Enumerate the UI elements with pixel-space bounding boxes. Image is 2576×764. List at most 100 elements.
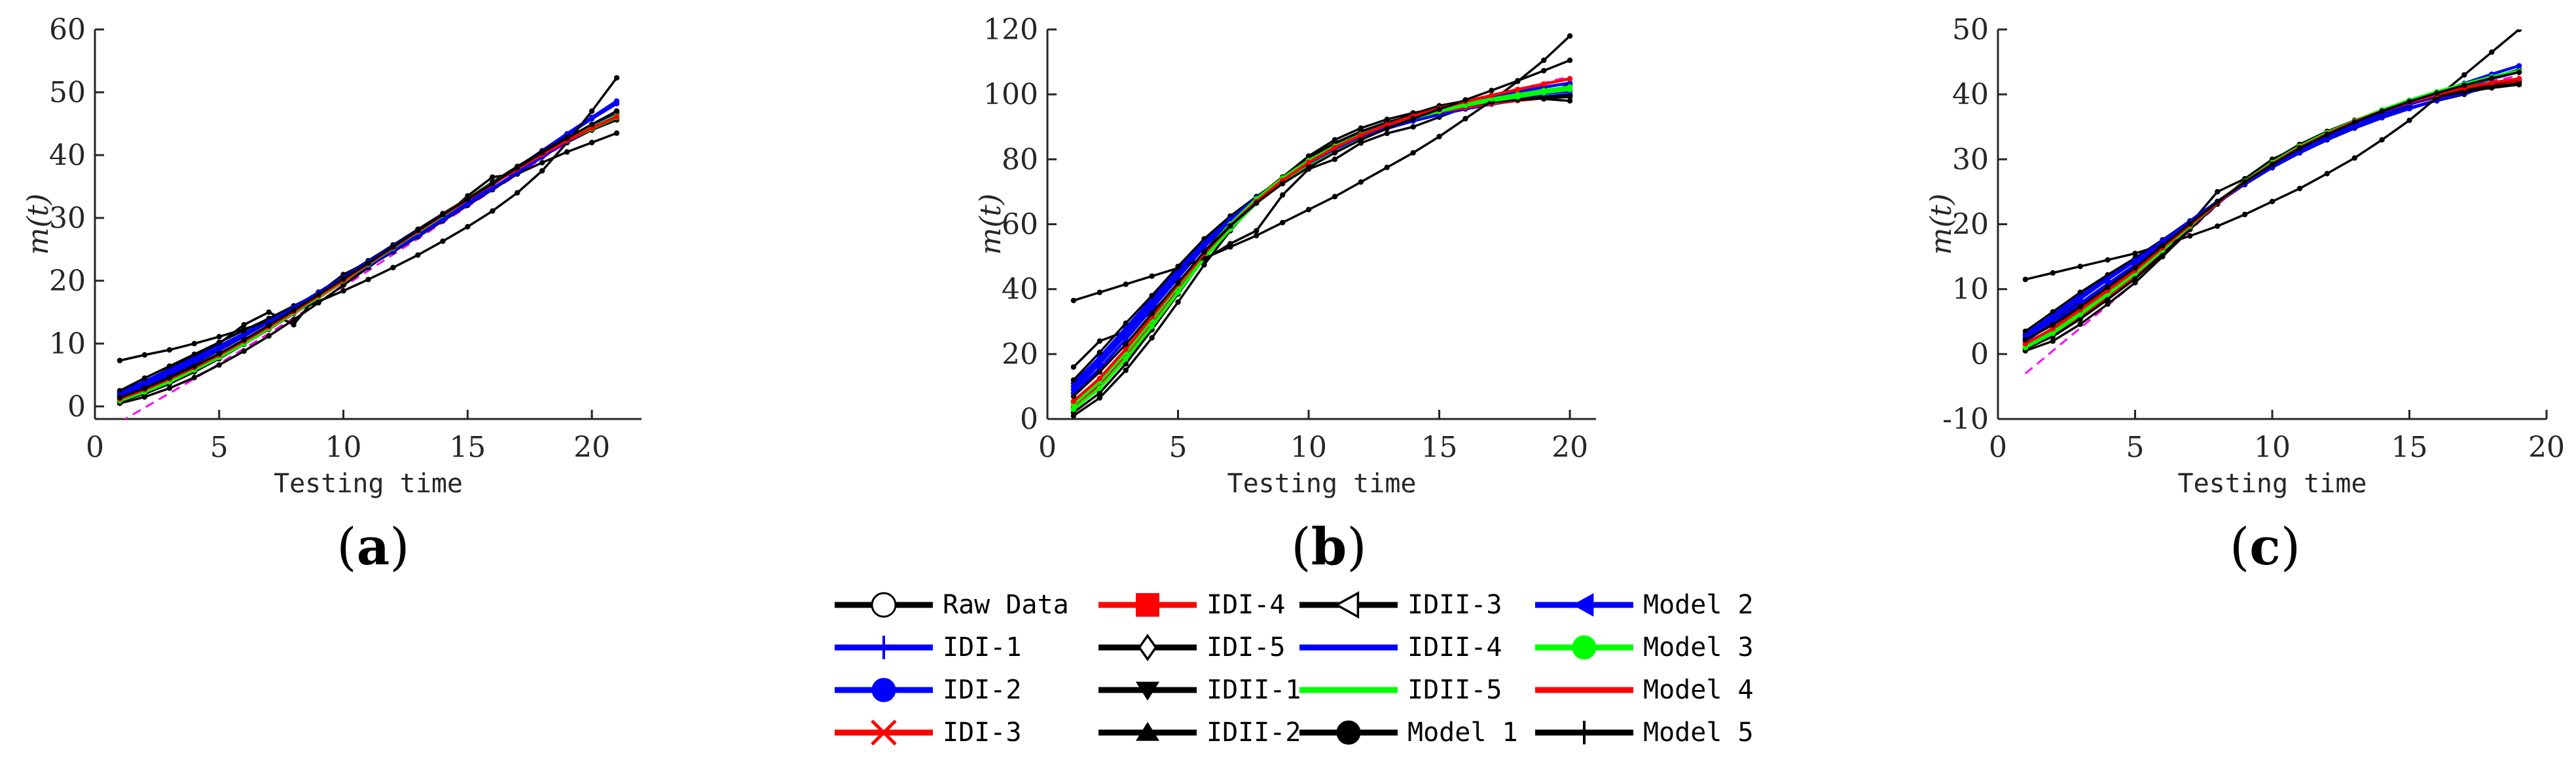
x-axis-label: Testing time xyxy=(1227,469,1417,499)
data-point xyxy=(1332,150,1338,156)
data-point xyxy=(515,190,520,196)
data-point xyxy=(2324,170,2330,177)
data-point xyxy=(241,321,247,328)
series-dashed-fit xyxy=(1072,75,1570,407)
legend-item-idi-1: IDI-1 xyxy=(835,632,1021,663)
data-point xyxy=(1149,306,1155,312)
data-point xyxy=(1567,33,1573,39)
data-point xyxy=(1489,88,1495,94)
data-point xyxy=(1097,390,1103,396)
y-tick-label: 0 xyxy=(1020,403,1038,436)
legend-item-idii-4: IDII-4 xyxy=(1299,632,1502,663)
data-point xyxy=(191,357,198,363)
x-tick-label: 15 xyxy=(2391,431,2428,464)
data-point xyxy=(241,326,247,332)
legend-label: Model 5 xyxy=(1643,718,1754,748)
series-model-1 xyxy=(117,75,620,363)
legend-marker-open-circle xyxy=(871,592,897,618)
data-point xyxy=(2269,162,2276,168)
data-point xyxy=(1384,130,1390,136)
data-point xyxy=(1254,232,1260,239)
data-point xyxy=(390,264,396,270)
data-point xyxy=(613,101,620,107)
series-idi-2 xyxy=(1070,91,1573,393)
x-tick-label: 20 xyxy=(2528,431,2565,464)
series-line-idii-5 xyxy=(1072,88,1570,410)
data-point xyxy=(1070,406,1077,412)
data-point xyxy=(216,334,222,340)
data-point xyxy=(2351,123,2357,129)
legend-marker-filled-triangle-left xyxy=(1572,593,1594,617)
data-point xyxy=(1097,375,1103,382)
data-point xyxy=(1567,76,1573,82)
data-point xyxy=(2187,233,2193,239)
data-point xyxy=(1149,310,1155,317)
data-point xyxy=(1070,412,1077,419)
data-point xyxy=(2187,221,2193,227)
series-line-model-1 xyxy=(119,77,618,362)
data-point xyxy=(2406,117,2412,124)
data-point xyxy=(564,149,570,155)
series-model-3 xyxy=(1070,84,1573,407)
data-point xyxy=(1123,341,1129,348)
y-tick-label: 120 xyxy=(983,13,1038,46)
data-point xyxy=(1305,206,1312,213)
data-point xyxy=(1540,57,1547,64)
data-point xyxy=(2022,337,2029,343)
data-point xyxy=(1097,357,1103,363)
series-idii-3 xyxy=(1070,92,1573,406)
data-point xyxy=(1123,328,1129,335)
y-tick-label: 40 xyxy=(1952,78,1989,111)
series-line-idi-3 xyxy=(2024,80,2520,349)
data-point xyxy=(1201,262,1207,268)
data-point xyxy=(2379,108,2385,115)
x-tick-label: 10 xyxy=(2254,431,2291,464)
plot-area xyxy=(2022,29,2522,374)
series-idii-1 xyxy=(1070,94,1573,383)
x-tick-label: 0 xyxy=(1038,431,1057,464)
plot-area xyxy=(117,75,620,419)
x-tick-label: 5 xyxy=(2126,431,2145,464)
data-point xyxy=(291,317,297,323)
legend-label: IDII-4 xyxy=(1407,632,1502,663)
y-tick-label: -10 xyxy=(1942,403,1989,436)
data-point xyxy=(2077,263,2083,270)
legend-item-idi-2: IDI-2 xyxy=(835,675,1021,705)
legend-item-model-4: Model 4 xyxy=(1535,675,1754,705)
panel-label-c: (c) xyxy=(2230,517,2300,577)
data-point xyxy=(613,114,620,120)
legend-item-idii-1: IDII-1 xyxy=(1098,675,1301,705)
data-point xyxy=(2324,136,2330,141)
data-point xyxy=(1149,293,1155,299)
data-point xyxy=(1254,200,1260,206)
legend-marker-filled-square xyxy=(1136,593,1159,617)
legend-marker-triangle-up xyxy=(1136,721,1159,741)
legend-label: Model 1 xyxy=(1407,718,1518,748)
series-model-5 xyxy=(2022,69,2522,343)
x-tick-label: 0 xyxy=(86,431,104,464)
data-point xyxy=(1201,236,1207,242)
data-point xyxy=(241,348,247,354)
series-idii-2 xyxy=(2022,82,2522,354)
legend-label: Raw Data xyxy=(943,590,1069,620)
data-point xyxy=(1123,346,1129,352)
data-point xyxy=(1123,320,1129,326)
y-tick-label: 50 xyxy=(49,76,86,109)
data-point xyxy=(141,385,148,391)
data-point xyxy=(564,135,570,141)
data-point xyxy=(1540,88,1547,94)
legend-label: IDI-5 xyxy=(1206,632,1285,663)
series-idi-5 xyxy=(1070,93,1573,416)
legend-label: IDII-3 xyxy=(1407,590,1502,620)
series-idi-2 xyxy=(117,101,620,397)
data-point xyxy=(1332,137,1338,143)
x-tick-label: 0 xyxy=(1989,431,2007,464)
series-line-model-3 xyxy=(1072,85,1570,406)
series-model-4 xyxy=(1070,76,1573,404)
data-point xyxy=(117,395,123,401)
data-point xyxy=(1070,398,1077,404)
legend-item-idii-2: IDII-2 xyxy=(1098,718,1301,748)
data-point xyxy=(1279,181,1286,187)
data-point xyxy=(1097,395,1103,401)
